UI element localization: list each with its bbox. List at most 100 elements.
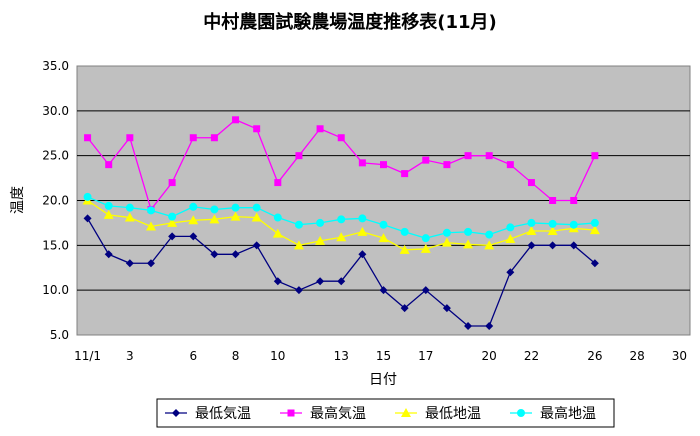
- legend: 最低気温 最高気温 最低地温 最高地温: [165, 405, 596, 422]
- data-point: [421, 234, 430, 243]
- data-point: [399, 244, 410, 254]
- data-point: [590, 218, 599, 227]
- data-point: [569, 241, 578, 250]
- data-point: [569, 220, 578, 229]
- grid-lines: [77, 110, 690, 291]
- data-point: [293, 240, 304, 250]
- series-2: [84, 116, 599, 213]
- data-point: [188, 215, 199, 225]
- data-point: [357, 226, 368, 236]
- data-point: [232, 116, 240, 124]
- data-point: [505, 234, 516, 244]
- data-point: [210, 250, 219, 259]
- data-point: [252, 203, 261, 212]
- data-point: [526, 225, 537, 235]
- x-tick-label: 22: [524, 349, 539, 363]
- data-point: [273, 277, 282, 286]
- data-point: [590, 259, 599, 268]
- data-point: [316, 277, 325, 286]
- data-point: [337, 215, 346, 224]
- x-tick-label: 6: [189, 349, 197, 363]
- x-tick-label: 13: [334, 349, 349, 363]
- data-point: [337, 134, 345, 142]
- data-point: [485, 322, 494, 331]
- y-tick-label: 15.0: [42, 238, 69, 252]
- data-point: [380, 161, 387, 169]
- data-point: [125, 203, 134, 212]
- data-point: [253, 125, 261, 133]
- data-point: [484, 240, 495, 250]
- data-point: [84, 134, 92, 142]
- data-point: [209, 214, 220, 224]
- data-point: [441, 237, 452, 247]
- data-point: [527, 241, 536, 250]
- data-point: [295, 152, 303, 160]
- data-point: [358, 214, 367, 223]
- data-point: [315, 235, 326, 245]
- x-tick-label: 17: [418, 349, 433, 363]
- x-tick-label: 10: [270, 349, 285, 363]
- y-tick-label: 25.0: [42, 149, 69, 163]
- data-point: [506, 268, 515, 277]
- x-tick-label: 28: [630, 349, 645, 363]
- data-point: [294, 286, 303, 295]
- data-point: [230, 211, 241, 221]
- data-point: [420, 243, 431, 253]
- data-point: [168, 232, 177, 241]
- data-point: [506, 223, 515, 232]
- data-point: [146, 259, 155, 268]
- y-tick-label: 20.0: [42, 194, 69, 208]
- data-point: [316, 218, 325, 227]
- legend-label: 最高気温: [310, 405, 366, 422]
- x-tick-label: 30: [672, 349, 687, 363]
- y-tick-label: 30.0: [42, 104, 69, 118]
- data-point: [168, 212, 177, 221]
- legend-box: [156, 398, 615, 428]
- x-tick-label: 8: [232, 349, 240, 363]
- x-tick-label: 15: [376, 349, 391, 363]
- data-point: [506, 161, 514, 169]
- data-point: [570, 197, 578, 204]
- data-point: [379, 286, 388, 295]
- data-point: [83, 192, 92, 201]
- data-point: [210, 205, 219, 214]
- data-point: [527, 218, 536, 227]
- legend-marker: [287, 409, 295, 417]
- data-point: [358, 159, 366, 167]
- data-point: [146, 206, 155, 215]
- x-tick-label: 20: [482, 349, 497, 363]
- chart-title: 中村農園試験農場温度推移表(11月): [203, 11, 497, 33]
- data-point: [422, 156, 430, 164]
- data-point: [251, 212, 262, 222]
- legend-marker: [517, 409, 525, 417]
- x-tick-label: 3: [126, 349, 134, 363]
- data-point: [274, 179, 282, 187]
- data-point: [443, 161, 451, 169]
- data-point: [124, 212, 135, 222]
- data-point: [105, 161, 113, 169]
- data-point: [379, 220, 388, 229]
- y-axis-label: 温度: [10, 186, 26, 214]
- data-point: [273, 213, 282, 222]
- data-point: [591, 152, 599, 160]
- data-point: [464, 322, 473, 331]
- data-point: [378, 233, 389, 243]
- data-point: [103, 209, 114, 219]
- data-point: [189, 202, 198, 211]
- data-point: [252, 241, 261, 250]
- data-point: [272, 228, 283, 238]
- x-tick-label: 26: [587, 349, 602, 363]
- data-point: [464, 152, 472, 160]
- data-point: [294, 220, 303, 229]
- x-tick-labels: 11/1 3 6 8 10 13 15 17 20 22 26 28 30: [74, 349, 687, 363]
- data-point: [547, 225, 558, 235]
- legend-marker: [172, 409, 180, 417]
- data-point: [400, 304, 409, 313]
- legend-marker: [401, 408, 411, 417]
- legend-label: 最低気温: [195, 406, 251, 422]
- data-point: [189, 134, 197, 142]
- data-point: [125, 259, 134, 268]
- data-point: [316, 125, 324, 133]
